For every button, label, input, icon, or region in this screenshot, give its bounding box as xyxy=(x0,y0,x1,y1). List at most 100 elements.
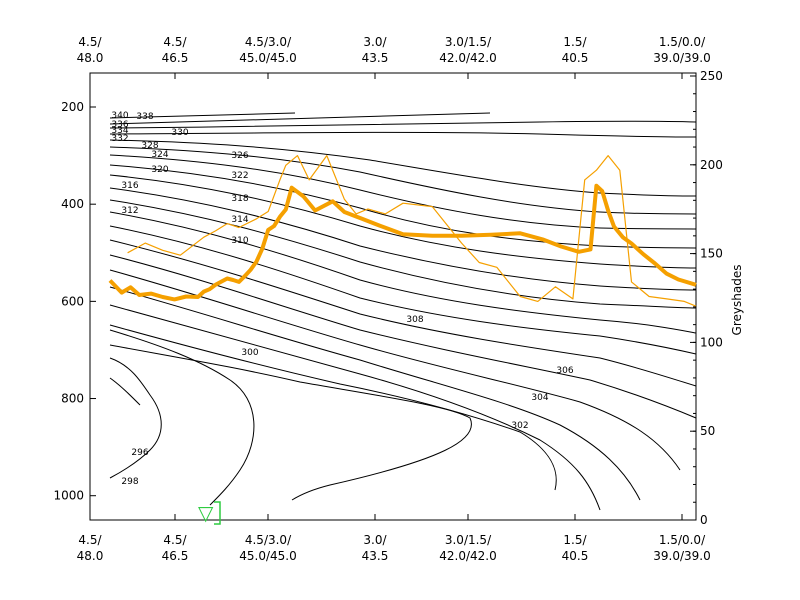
left-tick-label: 600 xyxy=(61,294,84,308)
contour-line xyxy=(109,154,697,230)
x-tick-label-line2: 43.5 xyxy=(362,549,389,563)
contour-label: 296 xyxy=(131,448,148,458)
x-tick-label-line2: 45.0/45.0 xyxy=(239,549,296,563)
contour-line xyxy=(109,174,697,269)
right-tick-label: 150 xyxy=(700,247,723,261)
x-tick-label-line2: 40.5 xyxy=(562,549,589,563)
x-tick-label-line1: 4.5/ xyxy=(163,35,187,49)
x-tick-label-line1: 1.5/ xyxy=(563,533,587,547)
x-tick-label-line2: 39.0/39.0 xyxy=(653,51,710,65)
series-lines xyxy=(108,155,697,307)
x-tick-label-line1: 1.5/0.0/ xyxy=(659,533,706,547)
x-tick-label-line1: 3.0/ xyxy=(363,533,387,547)
x-tick-label-line2: 46.5 xyxy=(162,549,189,563)
right-axis: 0 50 100 150 200 250 xyxy=(690,69,723,527)
contour-label: 316 xyxy=(121,181,138,191)
contour-label: 298 xyxy=(121,477,138,487)
contour-line xyxy=(109,269,681,471)
contour-line xyxy=(109,211,697,334)
contour-label: 312 xyxy=(121,206,138,216)
left-tick-label: 400 xyxy=(61,197,84,211)
x-tick-label-line1: 4.5/ xyxy=(78,35,102,49)
location-marker: ▽ xyxy=(198,501,221,525)
contour-label: 338 xyxy=(136,112,153,122)
x-tick-label-line2: 40.5 xyxy=(562,51,589,65)
x-tick-label-line1: 1.5/ xyxy=(563,35,587,49)
contour-line xyxy=(109,329,255,506)
contour-label: 336 xyxy=(111,120,128,130)
contour-label: 330 xyxy=(171,128,188,138)
marker-bracket xyxy=(214,501,221,525)
top-axis: 4.5/48.0 4.5/46.5 4.5/3.0/45.0/45.0 3.0/43.… xyxy=(77,35,711,79)
x-tick-label-line2: 48.0 xyxy=(77,549,104,563)
contour-line xyxy=(109,120,697,129)
x-tick-label-line2: 45.0/45.0 xyxy=(239,51,296,65)
x-tick-label-line1: 4.5/3.0/ xyxy=(245,35,292,49)
series-line-thick xyxy=(108,183,697,302)
contour-label: 302 xyxy=(511,421,528,431)
contour-label: 332 xyxy=(111,134,128,144)
contour-line xyxy=(109,112,296,119)
x-tick-label-line1: 4.5/ xyxy=(78,533,102,547)
x-tick-label-line1: 3.0/1.5/ xyxy=(445,533,492,547)
plot-frame xyxy=(89,72,697,521)
left-tick-label: 1000 xyxy=(53,489,84,503)
contour-line xyxy=(109,239,697,387)
series-line-thin xyxy=(127,155,697,307)
contour-label: 306 xyxy=(556,366,573,376)
contour-label: 324 xyxy=(151,150,168,160)
contour-line xyxy=(109,225,697,355)
x-tick-label-line2: 42.0/42.0 xyxy=(439,549,496,563)
right-tick-label: 50 xyxy=(700,424,715,438)
bottom-axis: 4.5/48.0 4.5/46.5 4.5/3.0/45.0/45.0 3.0/43.… xyxy=(77,514,711,563)
x-tick-label-line1: 4.5/ xyxy=(163,533,187,547)
contour-line xyxy=(109,187,697,291)
x-tick-label-line2: 43.5 xyxy=(362,51,389,65)
contour-line xyxy=(109,357,162,479)
contour-label: 322 xyxy=(231,171,248,181)
left-tick-label: 800 xyxy=(61,392,84,406)
x-tick-label-line1: 4.5/3.0/ xyxy=(245,533,292,547)
contour-line xyxy=(109,131,697,138)
x-tick-label-line2: 46.5 xyxy=(162,51,189,65)
contour-label: 326 xyxy=(231,151,248,161)
contour-line xyxy=(109,146,697,215)
right-tick-label: 200 xyxy=(700,158,723,172)
contour-line xyxy=(109,324,557,491)
right-tick-label: 0 xyxy=(700,513,708,527)
x-tick-label-line1: 1.5/0.0/ xyxy=(659,35,706,49)
right-tick-label: 250 xyxy=(700,69,723,83)
contour-label: 334 xyxy=(111,126,128,136)
right-tick-label: 100 xyxy=(700,335,723,349)
contour-label: 340 xyxy=(111,111,128,121)
contour-label: 328 xyxy=(141,141,158,151)
x-tick-label-line2: 42.0/42.0 xyxy=(439,51,496,65)
contour-line xyxy=(109,304,601,511)
contour-label: 314 xyxy=(231,215,248,225)
contour-line xyxy=(109,377,141,406)
contour-label: 320 xyxy=(151,165,168,175)
contour-line xyxy=(109,139,697,197)
triangle-marker-icon: ▽ xyxy=(198,501,214,525)
contour-line xyxy=(109,112,491,125)
contour-line xyxy=(109,199,697,309)
contour-line xyxy=(109,344,472,501)
left-tick-label: 200 xyxy=(61,100,84,114)
x-tick-label-line1: 3.0/ xyxy=(363,35,387,49)
contour-label: 308 xyxy=(406,315,423,325)
contour-label: 318 xyxy=(231,194,248,204)
contour-label: 300 xyxy=(241,348,258,358)
right-axis-label: Greyshades xyxy=(730,265,744,336)
x-tick-label-line2: 48.0 xyxy=(77,51,104,65)
contour-line xyxy=(109,164,697,249)
x-tick-label-line1: 3.0/1.5/ xyxy=(445,35,492,49)
contour-line xyxy=(109,254,697,419)
left-axis: 200 400 600 800 1000 xyxy=(53,100,96,503)
x-tick-label-line2: 39.0/39.0 xyxy=(653,549,710,563)
contour-label: 310 xyxy=(231,236,248,246)
contour-lines xyxy=(109,112,697,511)
contour-label: 304 xyxy=(531,393,548,403)
contour-line xyxy=(109,286,641,501)
